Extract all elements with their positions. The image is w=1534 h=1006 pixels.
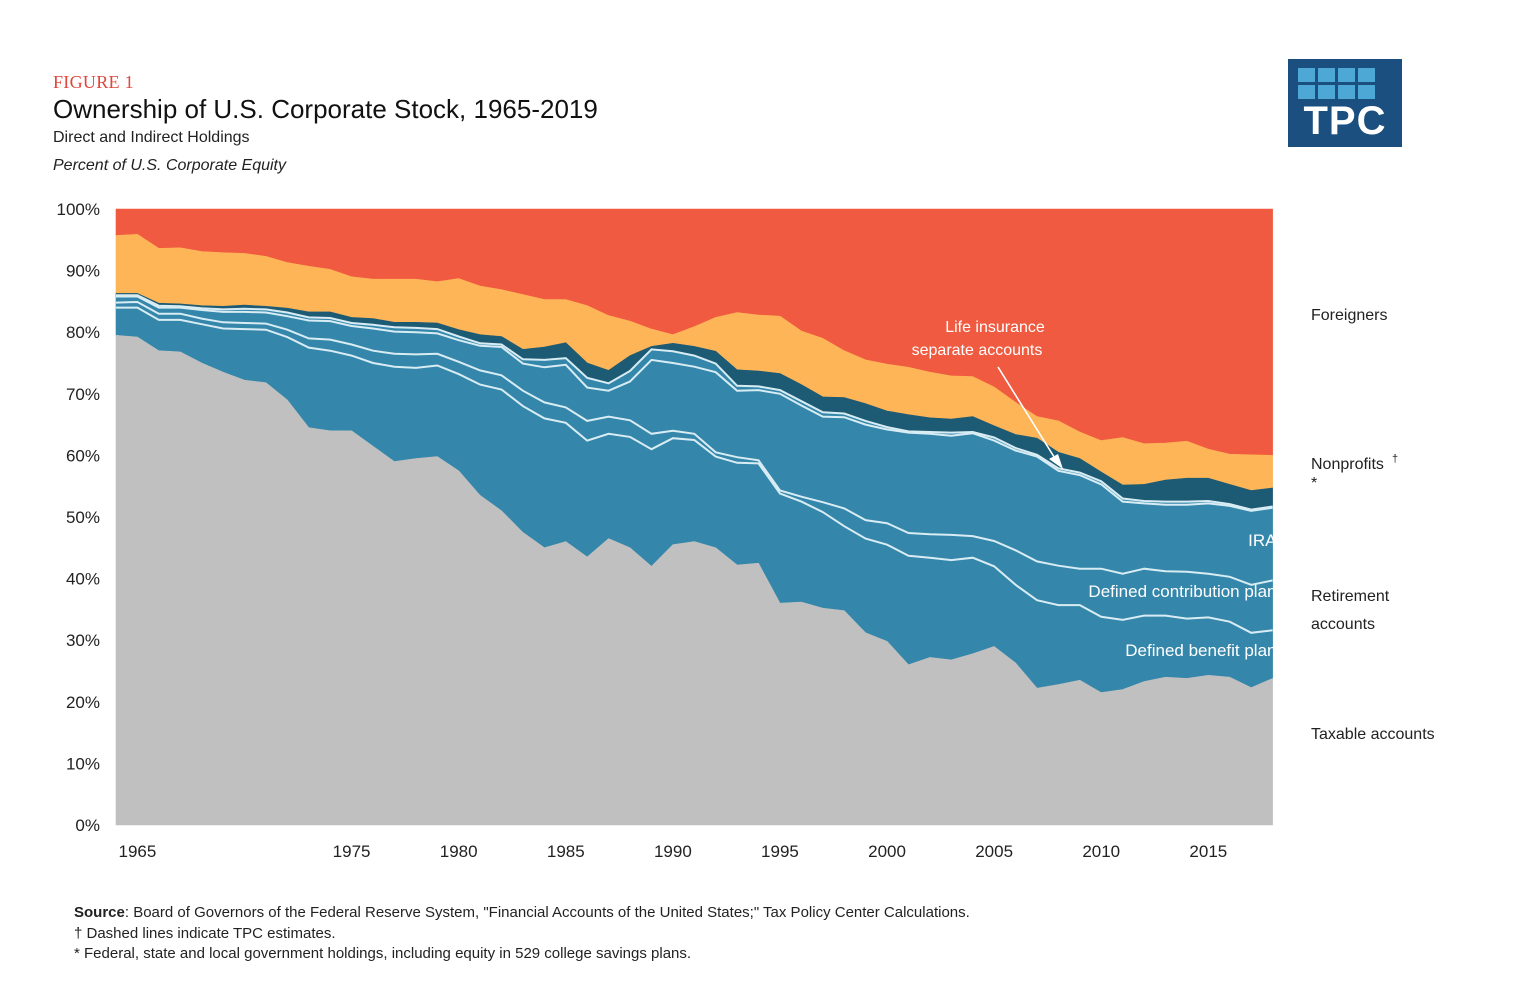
source-label: Source bbox=[74, 904, 125, 921]
logo-text: TPC bbox=[1303, 99, 1387, 143]
label-life-insurance-line1: Life insurance bbox=[945, 319, 1045, 336]
figure-label: FIGURE 1 bbox=[53, 72, 134, 92]
life-insurance-arrow-head bbox=[1049, 454, 1063, 469]
y-tick-label: 50% bbox=[66, 508, 100, 527]
logo-grid-icon bbox=[1298, 68, 1375, 99]
x-tick-label: 2005 bbox=[975, 842, 1013, 861]
chart-title: Ownership of U.S. Corporate Stock, 1965-… bbox=[53, 94, 598, 124]
line-defined-contribution bbox=[115, 300, 1273, 586]
label-nonprofits: Nonprofits bbox=[1311, 456, 1384, 473]
x-tick-label: 1975 bbox=[333, 842, 371, 861]
x-tick-label: 2000 bbox=[868, 842, 906, 861]
x-tick-label: 2015 bbox=[1189, 842, 1227, 861]
label-taxable: Taxable accounts bbox=[1311, 726, 1435, 743]
label-defined-benefit: Defined benefit plans bbox=[1125, 641, 1285, 660]
x-tick-label: 1990 bbox=[654, 842, 692, 861]
line-defined-benefit bbox=[116, 306, 1273, 634]
dagger-note: † Dashed lines indicate TPC estimates. bbox=[74, 924, 336, 942]
area-taxable bbox=[115, 334, 1273, 826]
y-tick-label: 20% bbox=[66, 693, 100, 712]
x-tick-label: 2010 bbox=[1082, 842, 1120, 861]
label-nonprofits-dagger: † bbox=[1392, 453, 1398, 465]
y-tick-label: 0% bbox=[75, 816, 100, 835]
x-tick-label: 1995 bbox=[761, 842, 799, 861]
x-tick-label: 1985 bbox=[547, 842, 585, 861]
label-foreigners: Foreigners bbox=[1311, 307, 1387, 324]
y-unit-label: Percent of U.S. Corporate Equity bbox=[53, 157, 286, 174]
y-tick-label: 40% bbox=[66, 570, 100, 589]
x-tick-label: 1980 bbox=[440, 842, 478, 861]
y-tick-label: 70% bbox=[66, 385, 100, 404]
life-insurance-arrow-line bbox=[997, 366, 1057, 461]
y-tick-label: 30% bbox=[66, 631, 100, 650]
source-text: : Board of Governors of the Federal Rese… bbox=[124, 904, 970, 921]
chart-subtitle: Direct and Indirect Holdings bbox=[53, 129, 250, 146]
label-defined-contribution: Defined contribution plans bbox=[1088, 582, 1285, 601]
star-note: * Federal, state and local government ho… bbox=[74, 945, 692, 962]
y-tick-label: 90% bbox=[66, 262, 100, 281]
source-note: Source: Board of Governors of the Federa… bbox=[74, 903, 970, 924]
label-retirement-line1: Retirement bbox=[1311, 588, 1390, 605]
label-retirement-line2: accounts bbox=[1311, 616, 1375, 633]
y-tick-label: 80% bbox=[66, 323, 100, 342]
label-government: * bbox=[1311, 475, 1317, 492]
chart-notes: Source: Board of Governors of the Federa… bbox=[74, 903, 970, 965]
label-life-insurance-line2: separate accounts bbox=[912, 342, 1043, 359]
y-tick-label: 100% bbox=[57, 200, 100, 219]
line-life-insurance bbox=[116, 294, 1273, 511]
y-tick-label: 60% bbox=[66, 446, 100, 465]
line-iras bbox=[116, 295, 1273, 512]
tpc-logo: TPC bbox=[1288, 59, 1402, 147]
label-iras: IRAs bbox=[1248, 531, 1285, 550]
x-tick-label: 1965 bbox=[119, 842, 157, 861]
y-tick-label: 10% bbox=[66, 754, 100, 773]
